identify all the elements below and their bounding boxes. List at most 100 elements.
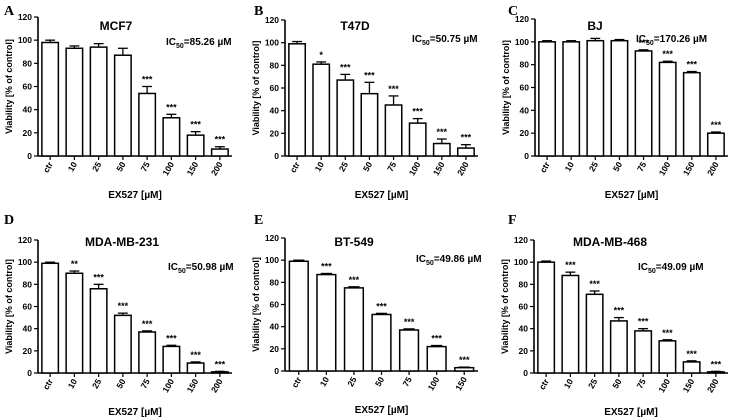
bar-100: [658, 61, 677, 157]
bar-200: [456, 147, 475, 157]
y-tick-label: 120: [265, 233, 279, 243]
x-tick-label: ctr: [41, 159, 55, 174]
significance-label: ***: [364, 70, 375, 80]
significance-label: ***: [142, 319, 153, 329]
bar-ctr: [288, 43, 307, 157]
bar-ctr: [538, 41, 557, 157]
x-tick-label: 150: [185, 160, 201, 178]
y-tick-label: 120: [265, 15, 279, 25]
y-tick-label: 100: [514, 257, 528, 267]
x-tick-label: 25: [90, 377, 104, 390]
significance-label: ***: [412, 107, 423, 117]
y-tick-label: 0: [274, 151, 279, 161]
significance-label: ***: [459, 355, 470, 365]
y-tick-label: 80: [270, 60, 280, 70]
y-tick-label: 40: [270, 322, 280, 332]
x-tick-label: 200: [705, 377, 721, 395]
y-tick-label: 100: [515, 37, 529, 47]
bar-10: [312, 63, 331, 157]
significance-label: ***: [687, 60, 698, 70]
y-tick-label: 120: [515, 14, 529, 24]
x-tick-label: ctr: [537, 376, 551, 391]
significance-label: *: [319, 50, 323, 60]
bar-ctr: [41, 262, 60, 374]
y-tick-label: 120: [514, 235, 528, 245]
bar-150: [454, 366, 475, 372]
bar-150: [432, 142, 451, 157]
bar-50: [371, 313, 392, 372]
x-tick-label: 75: [634, 377, 648, 390]
y-tick-label: 60: [23, 302, 33, 312]
x-tick-label: ctr: [289, 374, 303, 389]
x-tick-label: 200: [705, 160, 721, 178]
x-axis-label: EX527 [µM]: [108, 190, 162, 201]
bar-50: [113, 314, 132, 374]
x-tick-label: 25: [90, 160, 104, 173]
x-tick-label: 75: [400, 375, 414, 388]
x-tick-label: 10: [563, 160, 577, 173]
bar-75: [138, 331, 157, 374]
panel-letter: E: [254, 213, 263, 228]
significance-label: ***: [711, 120, 722, 130]
ic50-annotation: IC50=49.09 µM: [638, 262, 704, 275]
y-tick-label: 20: [23, 346, 33, 356]
x-tick-label: 100: [657, 160, 673, 178]
y-tick-label: 0: [524, 151, 529, 161]
y-axis-label: Viability [% of control]: [4, 39, 14, 134]
x-tick-label: 75: [138, 377, 152, 390]
significance-label: ***: [388, 84, 399, 94]
panel-title: MDA-MB-231: [85, 235, 159, 249]
panel-letter: F: [508, 213, 517, 228]
panel-title: BJ: [587, 19, 602, 33]
bar-100: [162, 117, 181, 157]
ic50-value: =50.75 µM: [430, 34, 478, 45]
x-tick-label: 50: [611, 160, 625, 173]
y-tick-label: 80: [23, 279, 33, 289]
bar-10: [561, 274, 580, 374]
x-tick-label: 100: [426, 375, 442, 393]
x-axis-label: EX527 [µM]: [605, 190, 659, 201]
significance-label: ***: [662, 49, 673, 59]
significance-label: ***: [437, 127, 448, 137]
bar-75: [138, 92, 157, 157]
y-tick-label: 0: [523, 368, 528, 378]
y-tick-label: 0: [274, 366, 279, 376]
bar-150: [682, 361, 701, 374]
ic50-subscript: 50: [426, 260, 434, 267]
ic50-annotation: IC50=50.75 µM: [412, 34, 478, 47]
panel-title: MDA-MB-468: [573, 235, 647, 249]
y-tick-label: 20: [520, 128, 530, 138]
y-tick-label: 80: [519, 279, 529, 289]
ic50-prefix: IC: [636, 34, 646, 45]
bar-25: [89, 288, 108, 374]
bar-100: [408, 122, 427, 157]
bar-50: [113, 54, 132, 157]
significance-label: ***: [190, 350, 201, 360]
significance-label: ***: [638, 317, 649, 327]
significance-label: ***: [431, 334, 442, 344]
x-tick-label: 50: [114, 377, 128, 390]
y-axis-label: Viability [% of control]: [251, 257, 261, 352]
bar-10: [316, 273, 337, 372]
x-tick-label: 100: [407, 160, 423, 178]
y-tick-label: 100: [18, 35, 32, 45]
significance-label: ***: [118, 301, 129, 311]
ic50-subscript: 50: [178, 268, 186, 275]
significance-label: ***: [93, 272, 104, 282]
ic50-value: =49.86 µM: [434, 254, 482, 265]
bar-150: [682, 71, 701, 157]
y-axis-label: Viability [% of control]: [500, 259, 510, 354]
y-tick-label: 20: [270, 128, 280, 138]
ic50-annotation: IC50=170.26 µM: [636, 34, 707, 47]
bar-50: [610, 39, 629, 157]
bar-10: [65, 47, 84, 157]
ic50-prefix: IC: [416, 254, 426, 265]
significance-label: ***: [321, 261, 332, 271]
y-tick-label: 100: [18, 257, 32, 267]
ic50-value: =170.26 µM: [654, 34, 707, 45]
y-tick-label: 100: [265, 38, 279, 48]
x-tick-label: 25: [345, 375, 359, 388]
y-tick-label: 60: [520, 83, 530, 93]
